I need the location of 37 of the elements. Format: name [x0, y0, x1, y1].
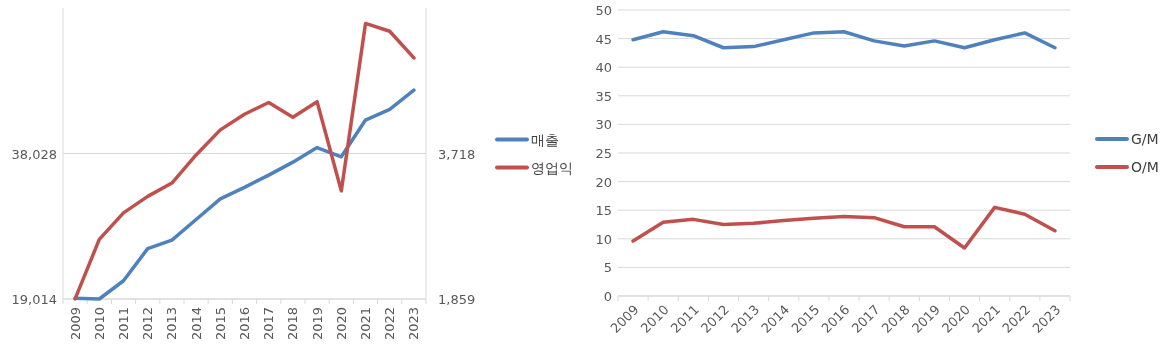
x-tick-label: 2019: [309, 307, 325, 341]
x-tick-label: 2016: [237, 307, 253, 341]
y-tick-label: 50: [595, 3, 612, 18]
x-tick-label: 2013: [164, 307, 180, 341]
line-series: [631, 205, 1057, 250]
line-series: [73, 21, 416, 301]
x-tick-label: 2020: [333, 307, 349, 341]
legend-label: 매출: [531, 131, 559, 148]
y-tick-label: 0: [603, 289, 612, 304]
y-tick-label: 45: [595, 31, 612, 47]
y-tick-label: 35: [595, 88, 612, 104]
x-tick-label: 2015: [212, 307, 228, 341]
x-tick-label: 2017: [261, 307, 277, 341]
y-tick-label: 10: [595, 231, 612, 247]
line-series: [631, 29, 1057, 50]
y-tick-label: 5: [603, 260, 612, 276]
x-tick-label: 2018: [285, 307, 301, 341]
y-tick-label: 20: [595, 174, 612, 190]
y-tick-label: 25: [595, 146, 612, 161]
x-tick-label: 2022: [382, 307, 398, 341]
legend-label: 영업익: [531, 159, 573, 176]
y-tick-label: 19,014: [11, 292, 57, 307]
x-tick-label: 2012: [140, 307, 156, 341]
y-tick-label: 40: [595, 60, 612, 76]
x-tick-label: 2023: [406, 307, 422, 341]
y-tick-label: 30: [595, 117, 612, 133]
legend-label: G/M: [1131, 131, 1159, 147]
y2-tick-label: 3,718: [438, 146, 476, 162]
x-tick-label: 2021: [358, 307, 374, 341]
y-tick-label: 15: [595, 203, 612, 219]
x-tick-label: 2009: [67, 307, 83, 341]
legend-label: O/M: [1131, 159, 1159, 175]
y2-tick-label: 1,859: [438, 292, 476, 307]
x-tick-label: 2010: [91, 307, 107, 341]
x-tick-label: 2014: [188, 307, 204, 341]
x-tick-label: 2011: [116, 307, 132, 341]
y-tick-label: 38,028: [11, 146, 57, 162]
